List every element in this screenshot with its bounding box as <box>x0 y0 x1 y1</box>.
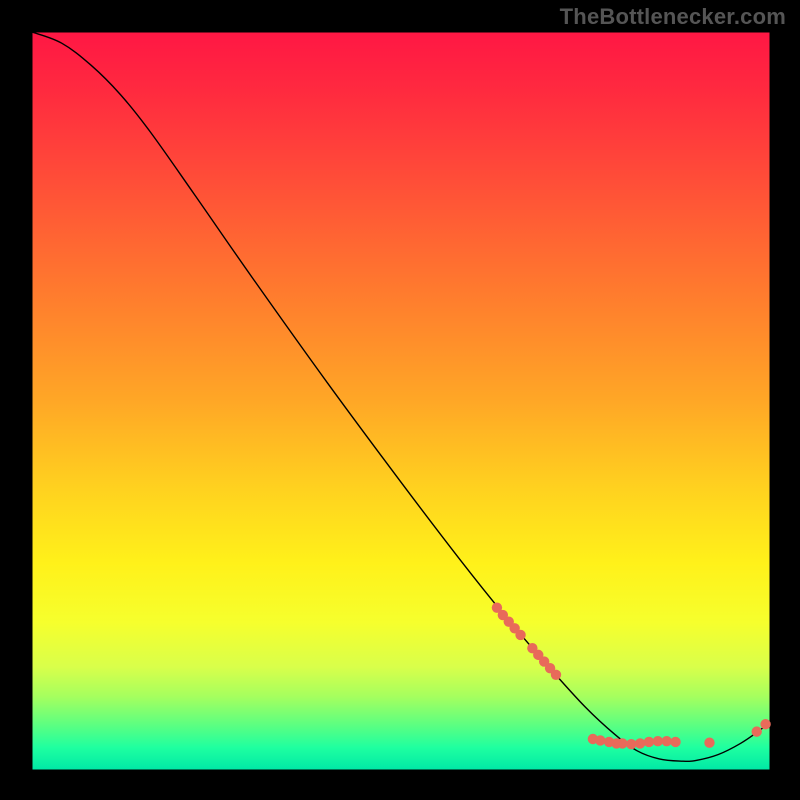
watermark-text: TheBottlenecker.com <box>560 4 786 30</box>
scatter-point <box>760 719 770 729</box>
scatter-point <box>670 737 680 747</box>
scatter-point <box>515 630 525 640</box>
bottleneck-chart <box>0 0 800 800</box>
scatter-point <box>661 736 671 746</box>
scatter-point <box>644 737 654 747</box>
scatter-point <box>595 735 605 745</box>
scatter-point <box>635 738 645 748</box>
plot-area <box>32 32 770 770</box>
scatter-point <box>626 739 636 749</box>
scatter-point <box>617 738 627 748</box>
chart-container: TheBottlenecker.com <box>0 0 800 800</box>
scatter-point <box>653 736 663 746</box>
scatter-point <box>704 737 714 747</box>
scatter-point <box>752 726 762 736</box>
scatter-point <box>551 670 561 680</box>
